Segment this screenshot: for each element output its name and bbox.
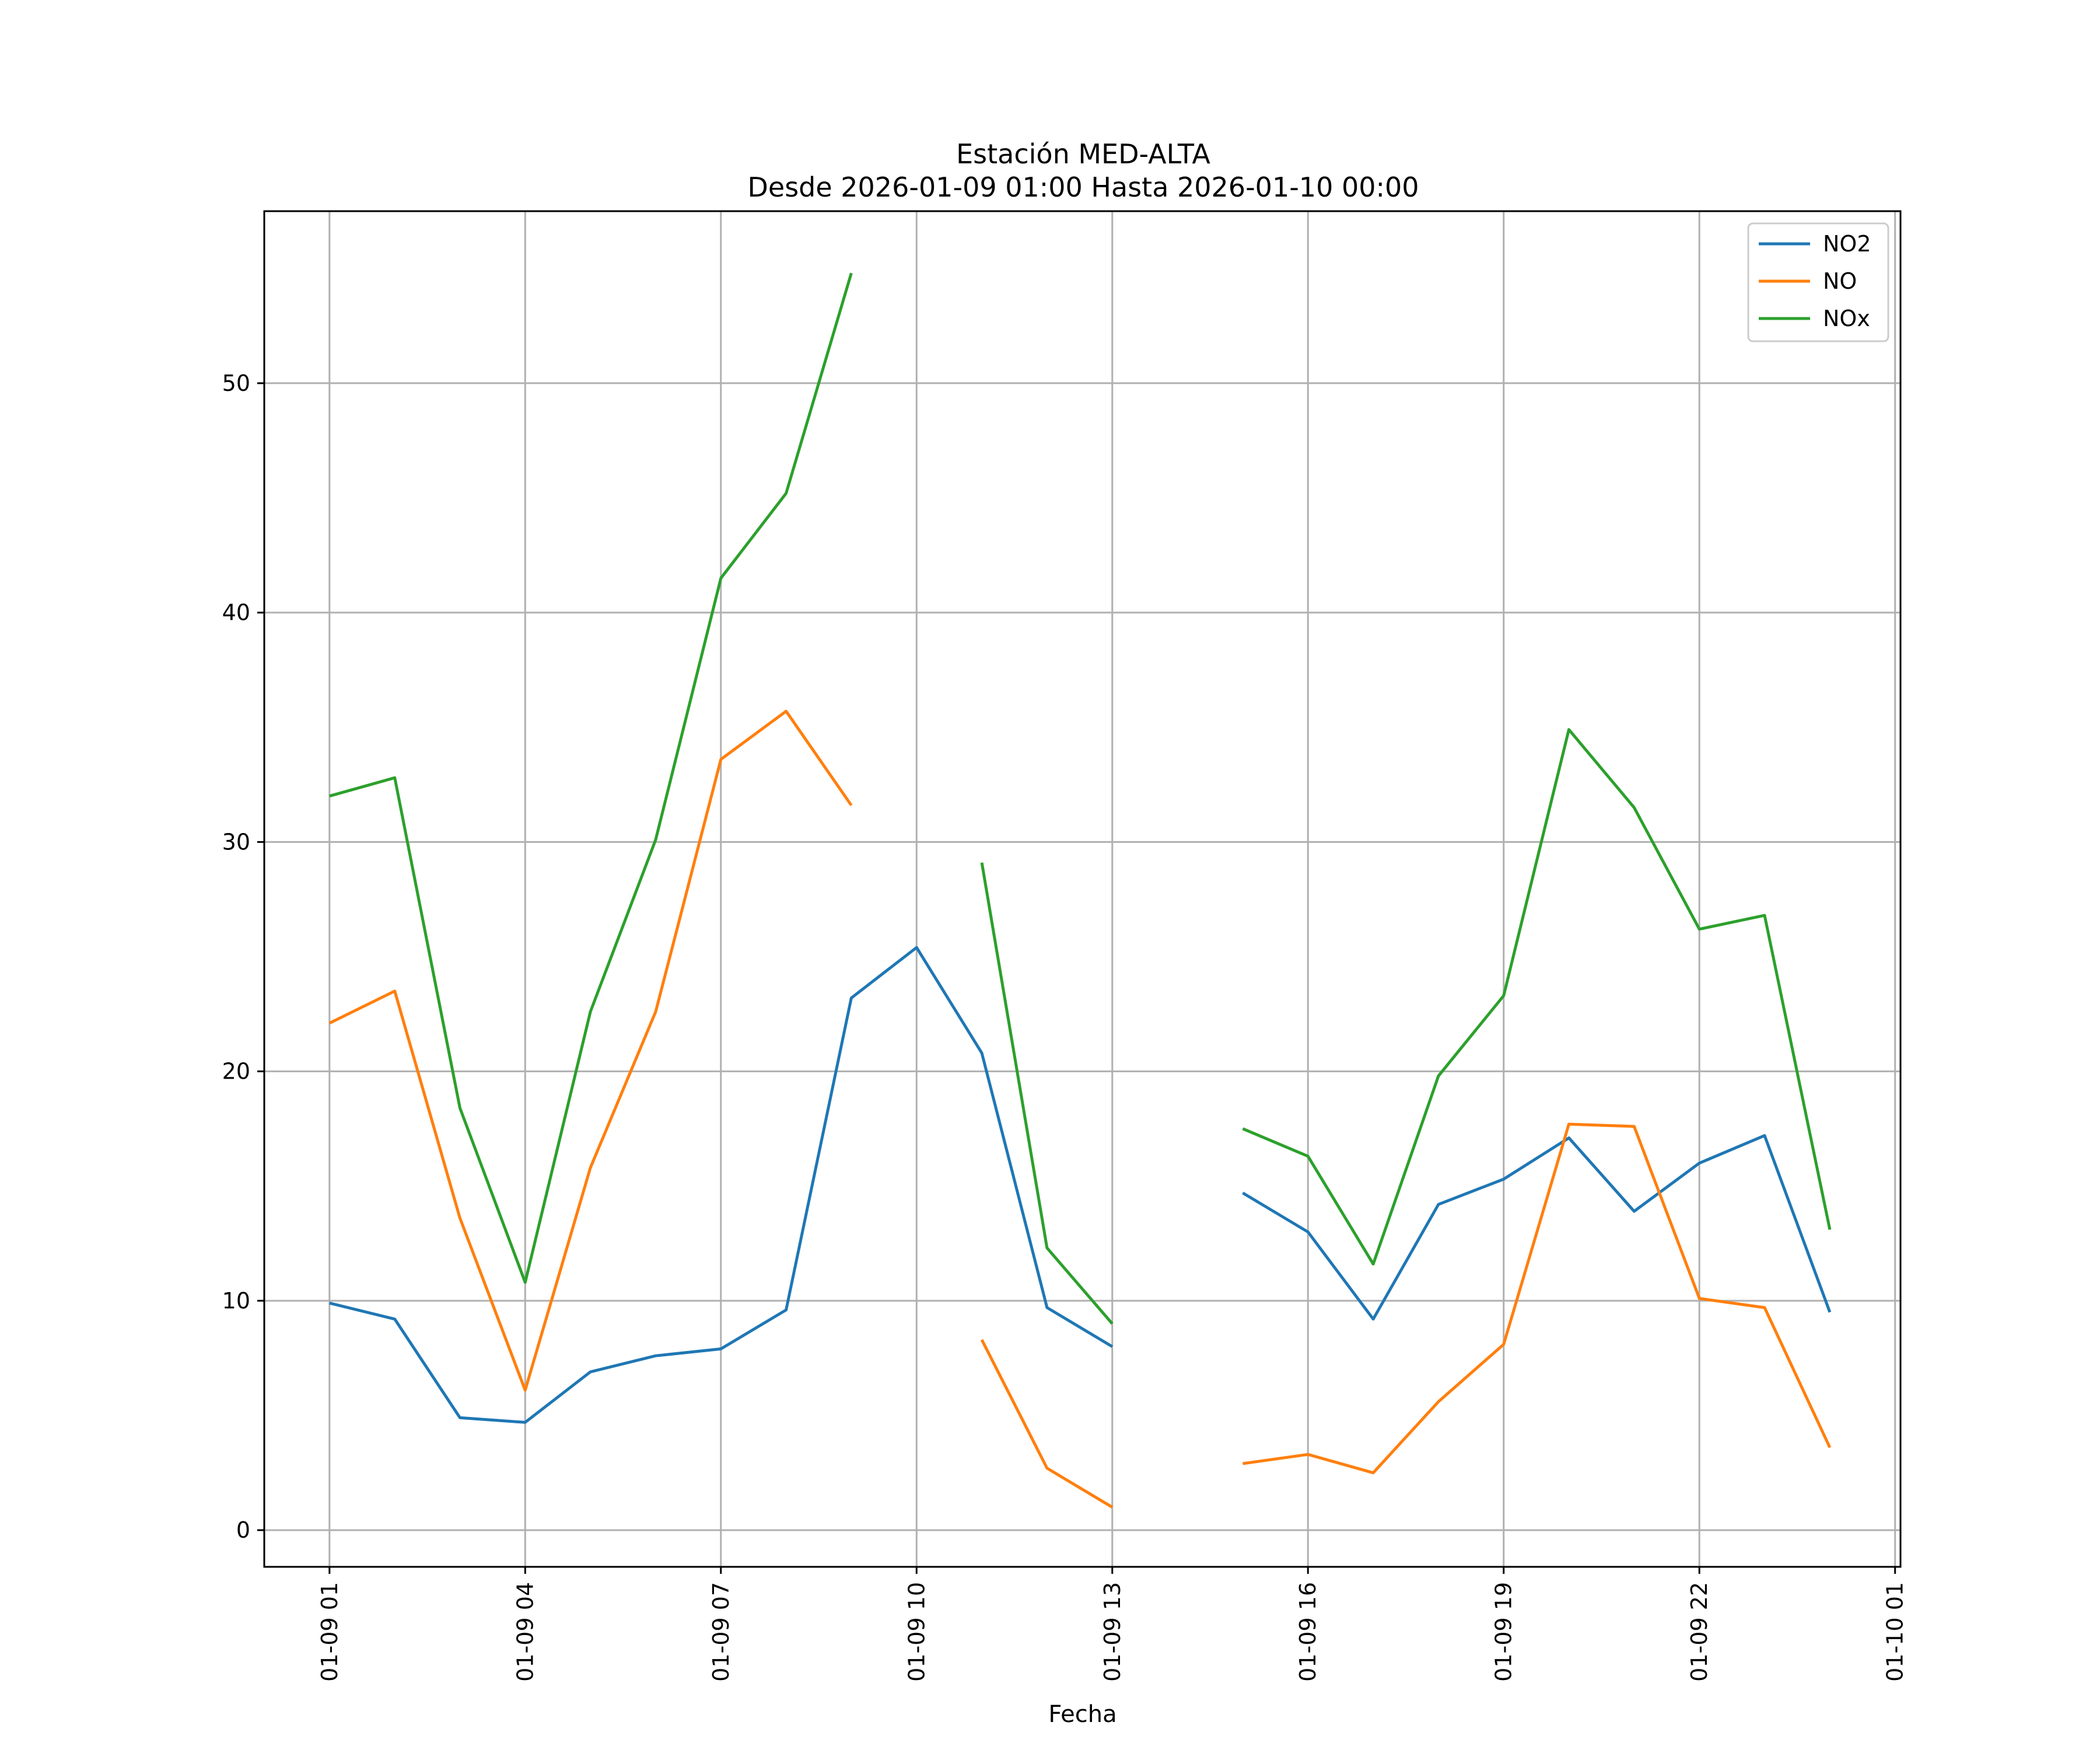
x-tick-label: 01-10 01 [1882, 1582, 1908, 1682]
x-tick-label: 01-09 10 [904, 1582, 929, 1682]
legend: NO2 NO NOx [1747, 222, 1889, 342]
y-tick-label: 50 [222, 370, 250, 396]
legend-label-no2: NO2 [1823, 231, 1871, 257]
plot-frame [263, 210, 1902, 1568]
series-lines [328, 272, 1832, 1508]
y-tick-label: 40 [222, 600, 250, 625]
series-line-nox [329, 272, 1832, 1325]
y-tick-label: 0 [236, 1517, 250, 1543]
legend-frame [1747, 222, 1889, 342]
gridlines [264, 211, 1901, 1567]
series-line-no2 [329, 946, 1832, 1424]
axis-ticks: 01-09 01 01-09 04 01-09 07 01-09 10 01-09 13… [222, 370, 1908, 1682]
series-line-no [328, 709, 1832, 1508]
chart-subtitle: Desde 2026-01-09 01:00 Hasta 2026-01-10 … [747, 172, 1419, 203]
x-tick-label: 01-09 19 [1491, 1582, 1517, 1682]
y-tick-label: 30 [222, 829, 250, 855]
legend-label-nox: NOx [1823, 306, 1870, 331]
y-tick-label: 20 [222, 1059, 250, 1084]
chart-title: Estación MED-ALTA [956, 138, 1210, 170]
x-tick-label: 01-09 22 [1686, 1582, 1712, 1682]
y-tick-label: 10 [222, 1288, 250, 1314]
x-tick-label: 01-09 01 [317, 1582, 342, 1682]
x-tick-label: 01-09 16 [1295, 1582, 1321, 1682]
x-tick-label: 01-09 13 [1100, 1582, 1125, 1682]
x-axis-label: Fecha [1048, 1701, 1116, 1728]
legend-label-no: NO [1823, 268, 1857, 294]
x-tick-label: 01-09 04 [512, 1582, 538, 1682]
x-tick-label: 01-09 07 [708, 1582, 734, 1682]
